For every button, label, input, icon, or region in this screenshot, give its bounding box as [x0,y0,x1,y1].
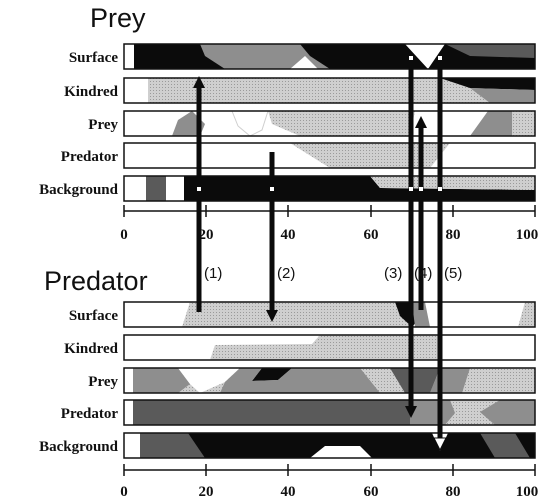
predator-band-background [124,433,535,458]
prey-row-label-background: Background [39,182,119,198]
prey-row-label-kindred: Kindred [64,84,119,100]
prey-row-frames [123,43,536,202]
prey-tick-label: 80 [446,227,461,243]
prey-tick-label: 20 [199,227,214,243]
predator-tick-label: 100 [516,484,539,500]
prey-panel-bands [124,44,535,201]
predator-tick-label: 80 [446,484,461,500]
predator-panel-title: Predator [44,266,148,296]
prey-tick-label: 60 [364,227,379,243]
prey-tick-label: 40 [281,227,296,243]
predator-tick-label: 60 [364,484,379,500]
prey-tick-label: 0 [120,227,128,243]
prey-row-label-predator: Predator [61,149,119,165]
event-label-2: (2) [277,265,295,282]
predator-band-predator [124,400,535,425]
predator-band-prey [124,368,535,393]
prey-band-kindred [124,78,535,103]
predator-panel-bands [124,302,535,458]
event-arrow-3 [405,56,417,418]
predator-tick-label: 0 [120,484,128,500]
predator-tick-label: 40 [281,484,296,500]
predator-row-label-prey: Prey [88,374,118,390]
predator-row-frames [123,301,536,459]
event-arrow-4 [415,116,427,310]
prey-row-label-prey: Prey [88,117,118,133]
prey-axis: 0 20 40 60 80 100 [120,205,538,243]
predator-row-label-kindred: Kindred [64,341,119,357]
predator-row-label-background: Background [39,439,119,455]
prey-row-label-surface: Surface [69,50,118,66]
prey-band-surface [124,44,535,69]
predator-row-label-surface: Surface [69,308,118,324]
event-label-4: (4) [414,265,432,282]
prey-row-labels: Surface Kindred Prey Predator Background [39,50,119,198]
event-arrow-2 [266,152,278,322]
event-arrow-1 [193,76,205,312]
prey-panel-title: Prey [90,3,146,33]
event-label-1: (1) [204,265,222,282]
predator-row-label-predator: Predator [61,406,119,422]
prey-band-predator [124,143,535,168]
event-arrow-5 [433,56,447,452]
predator-tick-label: 20 [199,484,214,500]
event-arrows [193,56,447,452]
prey-tick-label: 100 [516,227,539,243]
predator-band-kindred [124,335,535,360]
prey-band-prey [124,110,535,137]
event-labels: (1) (2) (3) (4) (5) [204,265,462,282]
predator-axis: 0 20 40 60 80 100 [120,464,538,500]
predator-row-labels: Surface Kindred Prey Predator Background [39,308,119,455]
predator-band-surface [124,302,535,327]
prey-band-background [124,176,535,201]
event-label-5: (5) [444,265,462,282]
event-label-3: (3) [384,265,402,282]
